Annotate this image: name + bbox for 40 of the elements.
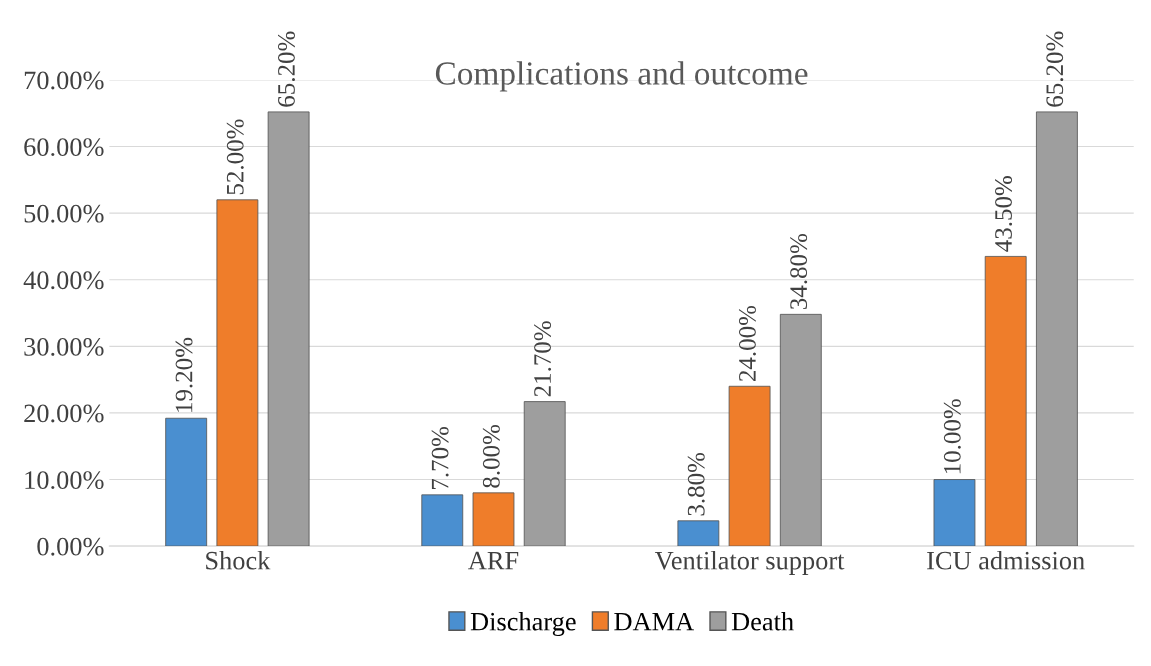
data-label: 3.80% (687, 452, 705, 516)
data-label: 65.20% (278, 31, 295, 107)
y-tick-label: 60.00% (24, 138, 104, 157)
bar (1036, 111, 1078, 547)
bar (984, 255, 1027, 547)
data-label: 65.20% (1046, 31, 1064, 107)
data-label: 34.80% (790, 233, 808, 309)
bar (779, 313, 822, 547)
y-tick-label: 0.00% (37, 537, 104, 556)
data-label: 10.00% (943, 399, 961, 474)
y-tick-label: 20.00% (24, 404, 104, 423)
bar (933, 479, 976, 547)
data-label: 21.70% (534, 321, 552, 397)
bar (216, 199, 259, 547)
bar (165, 417, 208, 547)
data-label: 19.20% (175, 337, 193, 412)
x-tick-label: Shock (206, 550, 271, 570)
data-label: 8.00% (482, 424, 500, 488)
y-tick-label: 10.00% (25, 471, 104, 490)
bar (728, 385, 771, 547)
bar (267, 111, 310, 547)
chart-title: Complications and outcome (435, 61, 808, 92)
y-tick-label: 30.00% (24, 337, 104, 356)
y-tick-label: 70.00% (24, 71, 104, 90)
bar (421, 494, 464, 547)
legend-label: Death (731, 611, 794, 631)
data-label: 52.00% (226, 119, 244, 195)
data-label: 43.50% (995, 176, 1013, 252)
legend-label: Discharge (470, 611, 576, 636)
data-label: 7.70% (431, 426, 449, 490)
bar (677, 520, 720, 547)
data-label: 24.00% (738, 305, 756, 382)
bar (472, 492, 515, 547)
legend-label: DAMA (614, 612, 694, 631)
x-tick-label: ICU admission (927, 550, 1085, 570)
y-tick-label: 40.00% (23, 271, 104, 290)
y-tick-label: 50.00% (24, 204, 104, 223)
bar (523, 401, 566, 547)
x-tick-label: Ventilator support (654, 550, 845, 575)
x-tick-label: ARF (468, 551, 519, 570)
